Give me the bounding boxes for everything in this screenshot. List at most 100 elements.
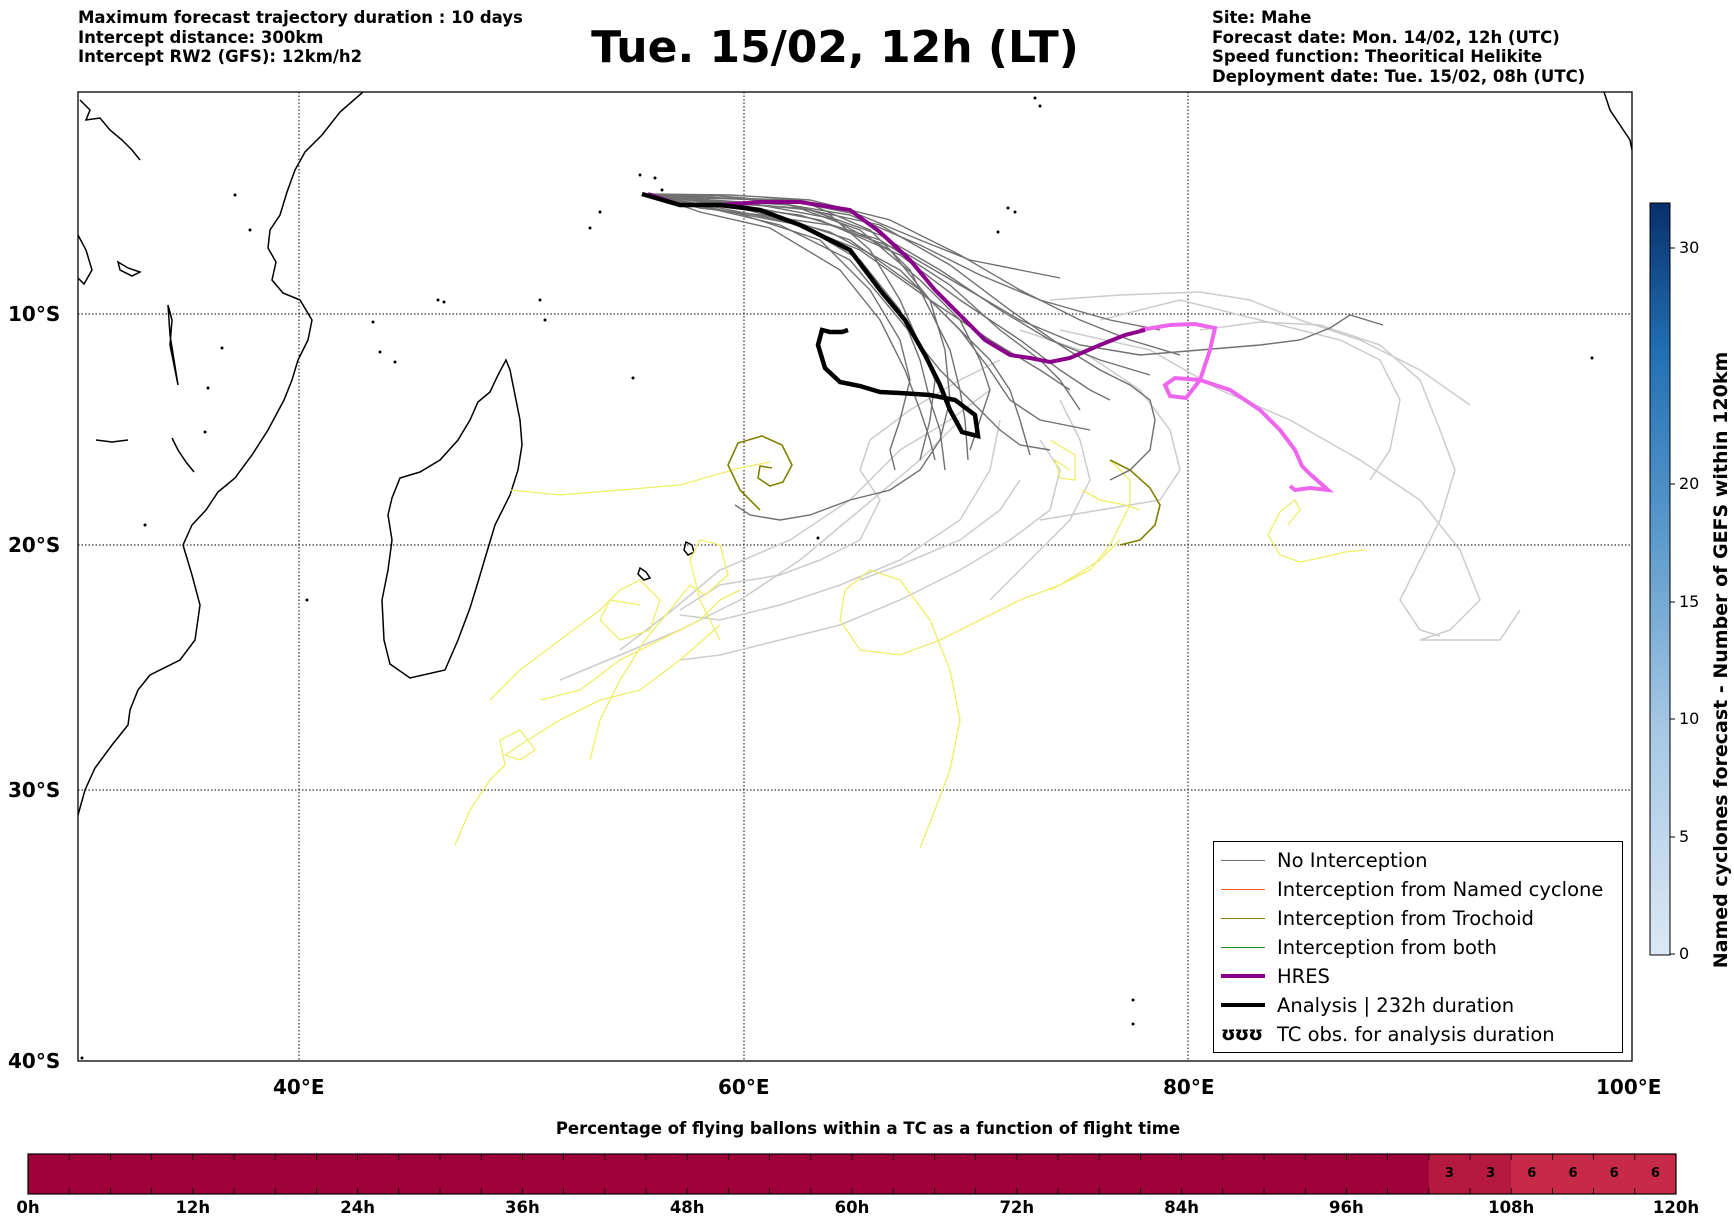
legend-item-both: Interception from both: [1214, 933, 1622, 962]
colorbar-tick-30: 30: [1679, 238, 1700, 257]
time-bar-cell: [357, 1154, 400, 1194]
legend-item-tc-obs: ʊʊʊ TC obs. for analysis duration: [1214, 1020, 1622, 1049]
time-bar-axis-label: 0h: [16, 1198, 40, 1217]
legend-label: Interception from Named cyclone: [1277, 878, 1604, 901]
legend-item-trochoid: Interception from Trochoid: [1214, 904, 1622, 933]
africa-coast: [77, 91, 364, 816]
max-duration-text: Maximum forecast trajectory duration : 1…: [78, 8, 523, 27]
colorbar-ticks: [1670, 247, 1675, 955]
african-inland-2: [171, 437, 195, 473]
site-text: Site: Mahe: [1212, 8, 1312, 27]
lat-label-40s: 40°S: [8, 1049, 61, 1073]
time-bar-cell: [398, 1154, 441, 1194]
speed-function-text: Speed function: Theoritical Helikite: [1212, 47, 1543, 66]
colorbar-tick-20: 20: [1679, 474, 1700, 493]
time-bar-cell: [440, 1154, 482, 1194]
legend-line-trochoid: [1221, 918, 1265, 919]
time-bar-ticks: [27, 1154, 1677, 1194]
lon-label-80e: 80°E: [1163, 1075, 1215, 1099]
time-bar-axis-label: 96h: [1329, 1198, 1364, 1217]
legend-label: Analysis | 232h duration: [1277, 994, 1515, 1017]
deployment-date-text: Deployment date: Tue. 15/02, 08h (UTC): [1212, 66, 1586, 86]
hres-trajectory: [647, 192, 1146, 365]
time-bar-cell: [110, 1154, 153, 1194]
time-bar-cell: [1346, 1154, 1389, 1194]
time-bar-title: Percentage of flying ballons within a TC…: [555, 1119, 1181, 1138]
time-bar-cell-value: 3: [1486, 1166, 1496, 1181]
trochoid-spiral-west: [727, 435, 793, 511]
somalia-horn: [77, 234, 93, 286]
small-islands: [80, 96, 1594, 1060]
time-bar-cell: [1428, 1154, 1471, 1194]
time-bar-cell: [975, 1154, 1018, 1194]
time-bar: [27, 1153, 1677, 1195]
time-bar-axis-label: 72h: [999, 1198, 1035, 1217]
intercept-rw2-text: Intercept RW2 (GFS): 12km/h2: [78, 47, 363, 66]
time-bar-cell: [1016, 1154, 1059, 1194]
time-bar-cell: [646, 1154, 688, 1194]
time-bar-cell: [1099, 1154, 1141, 1194]
colorbar-tick-15: 15: [1679, 592, 1700, 611]
time-bar-axis-label: 108h: [1488, 1198, 1535, 1217]
time-bar-axis-label: 48h: [669, 1198, 705, 1217]
legend-item-no-interception: No Interception: [1214, 846, 1622, 875]
colorbar-tick-10: 10: [1679, 709, 1700, 728]
african-inland-1: [95, 439, 129, 443]
legend-line-analysis: [1221, 1003, 1265, 1007]
lon-label-60e: 60°E: [718, 1075, 770, 1099]
legend-line-hres: [1221, 974, 1265, 978]
time-bar-axis-label: 24h: [340, 1198, 375, 1217]
time-bar-cell: [852, 1154, 894, 1194]
lat-label-20s: 20°S: [8, 533, 61, 557]
time-bar-cell-value: 6: [1527, 1166, 1537, 1181]
madagascar-coast: [381, 358, 523, 679]
time-bar-cell: [1634, 1154, 1677, 1194]
forecast-date-text: Forecast date: Mon. 14/02, 12h (UTC): [1212, 27, 1560, 47]
forecast-parameters: Maximum forecast trajectory duration : 1…: [78, 8, 523, 67]
time-bar-cell: [893, 1154, 935, 1194]
time-bar-cell: [728, 1154, 771, 1194]
time-bar-cell: [522, 1154, 565, 1194]
time-bar-axis-label: 60h: [834, 1198, 870, 1217]
map-gridlines: [78, 92, 1632, 1061]
cyclone-colorbar: [1649, 202, 1675, 956]
time-bar-cell: [275, 1154, 317, 1194]
time-bar-axis-label: 12h: [175, 1198, 211, 1217]
time-bar-cell: [1058, 1154, 1100, 1194]
legend-line-named-cyclone: [1221, 889, 1265, 890]
time-bar-cell: [563, 1154, 606, 1194]
time-bar-cell: [1387, 1154, 1430, 1194]
time-bar-cell: [28, 1154, 70, 1194]
lon-label-100e: 100°E: [1596, 1075, 1662, 1099]
arabia-coast: [79, 99, 141, 161]
time-bar-axis-label: 84h: [1164, 1198, 1199, 1217]
time-bar-cell: [234, 1154, 276, 1194]
legend-item-named-cyclone: Interception from Named cyclone: [1214, 875, 1622, 904]
time-bar-cell: [810, 1154, 853, 1194]
map-legend: No Interception Interception from Named …: [1213, 841, 1623, 1053]
colorbar-tick-0: 0: [1679, 944, 1690, 963]
legend-line-no-interception: [1221, 860, 1265, 861]
time-bar-cell-value: 3: [1444, 1166, 1454, 1181]
lat-label-30s: 30°S: [8, 778, 61, 802]
legend-line-both: [1221, 947, 1265, 948]
time-bar-cell: [1593, 1154, 1636, 1194]
lon-label-40e: 40°E: [273, 1075, 325, 1099]
time-bar-cell: [151, 1154, 194, 1194]
time-bar-cell: [69, 1154, 111, 1194]
time-bar-cell: [192, 1154, 235, 1194]
socotra: [116, 260, 142, 277]
tc-obs-symbol-icon: ʊʊʊ: [1221, 1023, 1263, 1045]
time-bar-cell: [1511, 1154, 1553, 1194]
time-bar-cell: [934, 1154, 977, 1194]
mauritius: [683, 540, 695, 556]
time-bar-cell: [316, 1154, 359, 1194]
time-bar-cell: [1552, 1154, 1595, 1194]
legend-label: Interception from Trochoid: [1277, 907, 1534, 930]
lat-label-10s: 10°S: [8, 302, 61, 326]
legend-label: HRES: [1277, 965, 1330, 988]
time-bar-cell-value: 6: [1568, 1166, 1578, 1181]
colorbar-gradient: [1649, 202, 1671, 956]
time-bar-cell: [1470, 1154, 1512, 1194]
time-bar-cell: [604, 1154, 647, 1194]
